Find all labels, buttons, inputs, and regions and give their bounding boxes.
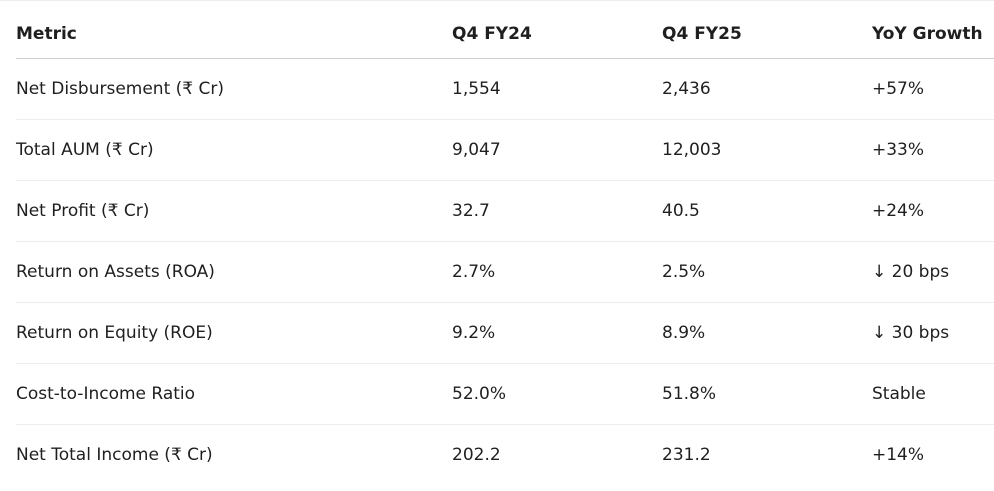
cell-q4-fy25: 231.2 xyxy=(662,445,711,465)
table-row: Cost-to-Income Ratio 52.0% 51.8% Stable xyxy=(16,363,994,425)
table-row: Return on Assets (ROA) 2.7% 2.5% ↓ 20 bp… xyxy=(16,241,994,303)
metrics-table: Metric Q4 FY24 Q4 FY25 YoY Growth Net Di… xyxy=(16,9,994,485)
cell-yoy-growth: ↓ 30 bps xyxy=(872,302,994,364)
table-row: Net Profit (₹ Cr) 32.7 40.5 +24% xyxy=(16,180,994,242)
cell-q4-fy24: 52.0% xyxy=(452,363,662,425)
cell-metric: Return on Equity (ROE) xyxy=(16,302,452,364)
cell-q4-fy24: 9.2% xyxy=(452,302,662,364)
cell-q4-fy25: 8.9% xyxy=(662,302,872,364)
cell-q4-fy25: 12,003 xyxy=(662,119,872,181)
header-metric: Metric xyxy=(16,9,452,59)
cell-metric: Net Disbursement (₹ Cr) xyxy=(16,58,452,120)
header-q4-fy25: Q4 FY25 xyxy=(662,9,872,59)
cell-yoy-growth: Stable xyxy=(872,363,994,425)
table-row: Net Disbursement (₹ Cr) 1,554 2,436 +57% xyxy=(16,58,994,120)
cell-yoy-growth: +57% xyxy=(872,58,994,120)
cell-q4-fy25: 2.5% xyxy=(662,241,872,303)
header-q4-fy24: Q4 FY24 xyxy=(452,9,662,59)
table-row: Total AUM (₹ Cr) 9,047 12,003 +33% xyxy=(16,119,994,181)
cell-metric: Total AUM (₹ Cr) xyxy=(16,119,452,181)
table-header-row: Metric Q4 FY24 Q4 FY25 YoY Growth xyxy=(16,9,994,59)
cell-yoy-growth: +33% xyxy=(872,119,994,181)
cell-metric: Net Profit (₹ Cr) xyxy=(16,180,452,242)
cell-q4-fy25: 51.8% xyxy=(662,363,872,425)
cell-yoy-growth: ↓ 20 bps xyxy=(872,241,994,303)
cell-q4-fy24: 1,554 xyxy=(452,58,662,120)
cell-yoy-growth: +24% xyxy=(872,180,994,242)
cell-q4-fy25: 40.5 xyxy=(662,180,872,242)
cell-metric: Net Total Income (₹ Cr) xyxy=(16,445,213,465)
cell-metric: Cost-to-Income Ratio xyxy=(16,363,452,425)
cell-metric: Return on Assets (ROA) xyxy=(16,241,452,303)
cell-q4-fy24: 32.7 xyxy=(452,180,662,242)
cell-q4-fy24: 9,047 xyxy=(452,119,662,181)
table-row: Net Total Income (₹ Cr) 202.2 231.2 +14% xyxy=(16,425,994,486)
header-yoy-growth: YoY Growth xyxy=(872,9,994,59)
cell-yoy-growth: +14% xyxy=(872,445,925,465)
cell-q4-fy24: 202.2 xyxy=(452,445,501,465)
cell-q4-fy24: 2.7% xyxy=(452,241,662,303)
table-row: Return on Equity (ROE) 9.2% 8.9% ↓ 30 bp… xyxy=(16,302,994,364)
cell-q4-fy25: 2,436 xyxy=(662,58,872,120)
